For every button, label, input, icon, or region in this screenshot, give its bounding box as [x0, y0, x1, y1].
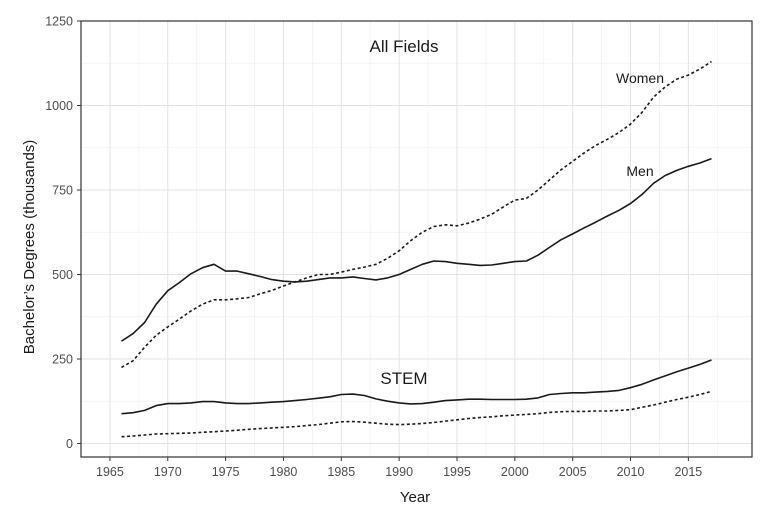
x-tick-label: 1965	[96, 465, 124, 479]
men-label: Men	[626, 163, 653, 179]
y-tick-label: 750	[52, 183, 73, 197]
series-line-stem-men	[121, 359, 712, 415]
x-tick-label: 1990	[385, 465, 413, 479]
x-tick-label: 1980	[270, 465, 298, 479]
x-axis-title: Year	[400, 489, 430, 506]
x-tick-label: 1995	[443, 465, 471, 479]
all-fields-label: All Fields	[370, 37, 439, 56]
x-tick-label: 1975	[212, 465, 240, 479]
y-tick-label: 500	[52, 268, 73, 282]
y-tick-label: 0	[66, 437, 73, 451]
series-line-all-fields-men	[121, 157, 712, 342]
stem-label: STEM	[380, 369, 427, 388]
series-line-all-fields-women	[121, 60, 712, 369]
women-label: Women	[616, 70, 664, 86]
x-tick-label: 2010	[617, 465, 645, 479]
y-tick-label: 250	[52, 352, 73, 366]
x-tick-label: 2000	[501, 465, 529, 479]
x-tick-label: 1970	[154, 465, 182, 479]
x-tick-label: 2015	[674, 465, 702, 479]
grid	[81, 20, 752, 457]
series-line-stem-women	[121, 390, 712, 438]
plot-frame	[80, 20, 753, 458]
x-tick-label: 2005	[559, 465, 587, 479]
axes: 1965 1970 1975 1980 1985 1990 1995 2000 2005 2010…	[45, 15, 702, 480]
y-tick-label: 1000	[45, 99, 73, 113]
y-axis-title: Bachelor’s Degrees (thousands)	[21, 140, 38, 355]
y-tick-label: 1250	[45, 15, 73, 29]
x-tick-label: 1985	[327, 465, 355, 479]
series-lines	[121, 60, 712, 438]
